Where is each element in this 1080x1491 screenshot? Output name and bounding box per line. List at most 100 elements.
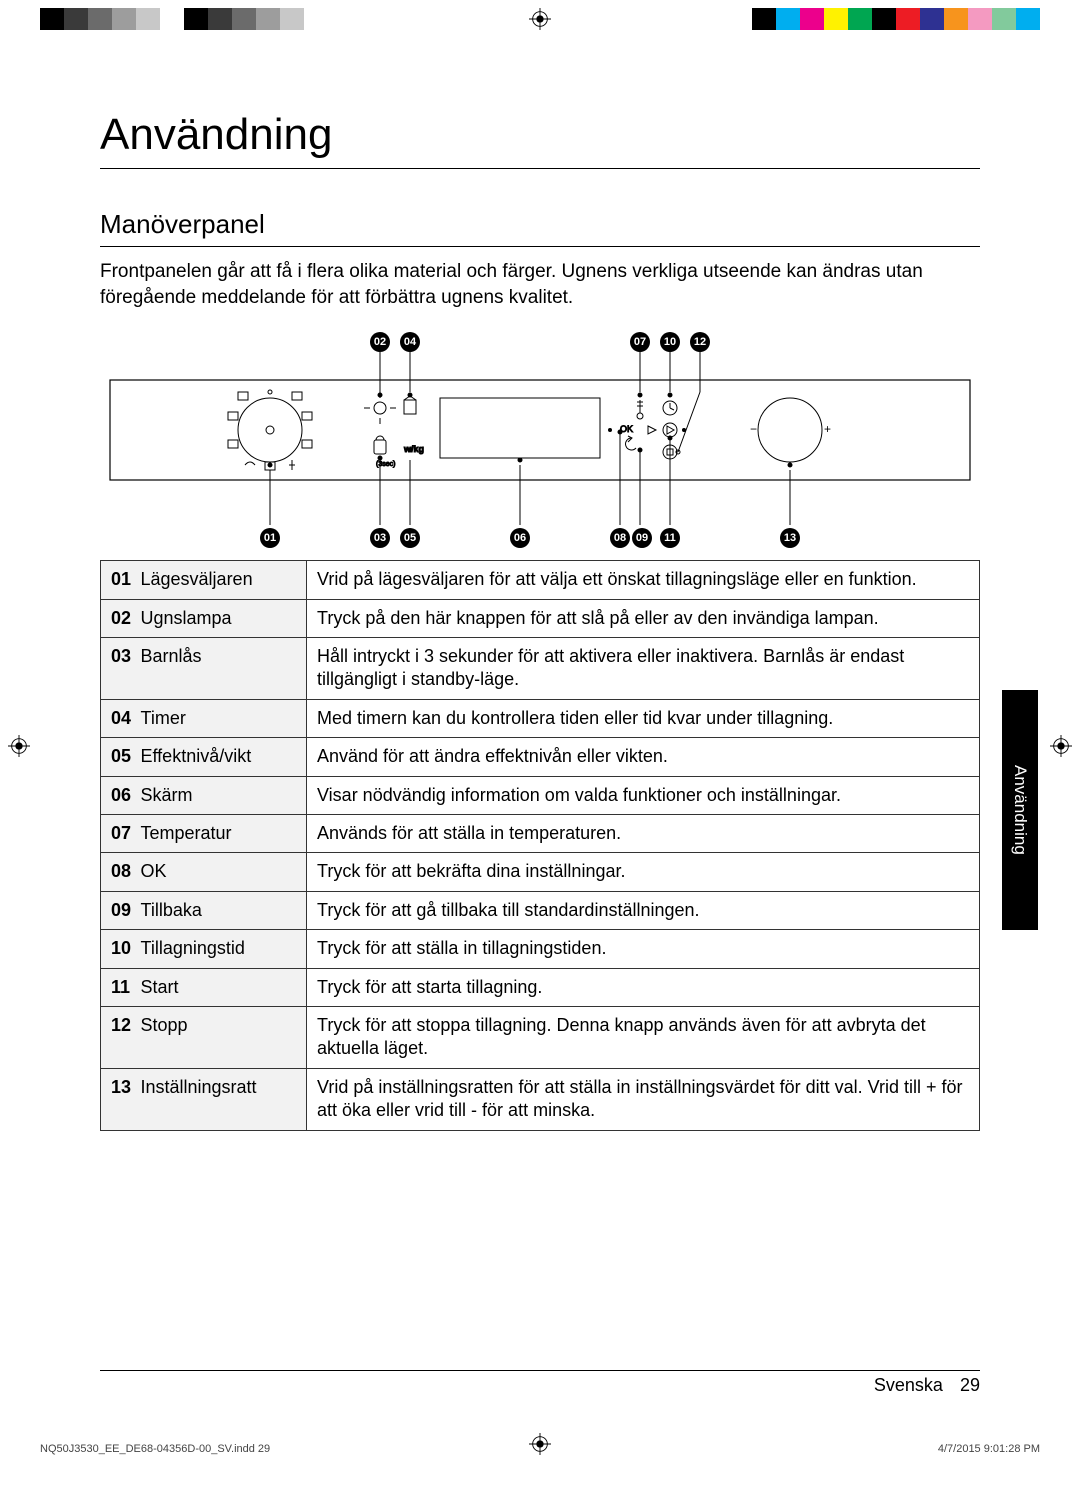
row-desc: Använd för att ändra effektnivån eller v… bbox=[307, 738, 980, 776]
row-label: Temperatur bbox=[137, 815, 307, 853]
table-row: 08OKTryck för att bekräfta dina inställn… bbox=[101, 853, 980, 891]
controls-tbody: 01LägesväljarenVrid på lägesväljaren för… bbox=[101, 561, 980, 1130]
row-label: Timer bbox=[137, 699, 307, 737]
row-desc: Tryck på den här knappen för att slå på … bbox=[307, 599, 980, 637]
svg-text:+: + bbox=[824, 422, 831, 436]
color-swatch bbox=[40, 8, 64, 30]
print-time: 4/7/2015 9:01:28 PM bbox=[938, 1443, 1040, 1455]
row-number: 10 bbox=[101, 930, 137, 968]
color-bar-left bbox=[40, 8, 328, 30]
registration-mark-icon bbox=[529, 8, 551, 30]
intro-text: Frontpanelen går att få i flera olika ma… bbox=[100, 259, 980, 310]
row-label: Tillagningstid bbox=[137, 930, 307, 968]
row-number: 11 bbox=[101, 968, 137, 1006]
row-desc: Tryck för att ställa in tillagningstiden… bbox=[307, 930, 980, 968]
row-label: Inställningsratt bbox=[137, 1068, 307, 1130]
section-heading: Manöverpanel bbox=[100, 209, 980, 240]
row-label: Tillbaka bbox=[137, 891, 307, 929]
row-desc: Visar nödvändig information om valda fun… bbox=[307, 776, 980, 814]
row-label: Stopp bbox=[137, 1006, 307, 1068]
row-desc: Tryck för att bekräfta dina inställninga… bbox=[307, 853, 980, 891]
table-row: 03BarnlåsHåll intryckt i 3 sekunder för … bbox=[101, 638, 980, 700]
page-content: Användning Manöverpanel Frontpanelen går… bbox=[100, 110, 980, 1391]
color-swatch bbox=[992, 8, 1016, 30]
color-swatch bbox=[1016, 8, 1040, 30]
row-number: 08 bbox=[101, 853, 137, 891]
section-rule bbox=[100, 246, 980, 247]
table-row: 05Effektnivå/viktAnvänd för att ändra ef… bbox=[101, 738, 980, 776]
row-number: 09 bbox=[101, 891, 137, 929]
row-number: 03 bbox=[101, 638, 137, 700]
row-desc: Håll intryckt i 3 sekunder för att aktiv… bbox=[307, 638, 980, 700]
side-tab: Användning bbox=[1002, 690, 1038, 930]
table-row: 01LägesväljarenVrid på lägesväljaren för… bbox=[101, 561, 980, 599]
color-bar-right bbox=[752, 8, 1040, 30]
color-swatch bbox=[208, 8, 232, 30]
table-row: 12StoppTryck för att stoppa tillagning. … bbox=[101, 1006, 980, 1068]
color-swatch bbox=[184, 8, 208, 30]
color-swatch bbox=[824, 8, 848, 30]
row-label: Barnlås bbox=[137, 638, 307, 700]
control-panel-figure: (3sec) w/kg OK bbox=[100, 330, 980, 550]
color-swatch bbox=[304, 8, 328, 30]
controls-table: 01LägesväljarenVrid på lägesväljaren för… bbox=[100, 560, 980, 1130]
table-row: 13InställningsrattVrid på inställningsra… bbox=[101, 1068, 980, 1130]
row-number: 06 bbox=[101, 776, 137, 814]
row-number: 01 bbox=[101, 561, 137, 599]
title-rule bbox=[100, 168, 980, 169]
color-swatch bbox=[232, 8, 256, 30]
color-swatch bbox=[88, 8, 112, 30]
footer-lang: Svenska bbox=[874, 1375, 943, 1395]
svg-text:(3sec): (3sec) bbox=[376, 461, 395, 468]
table-row: 09TillbakaTryck för att gå tillbaka till… bbox=[101, 891, 980, 929]
footer-rule bbox=[100, 1370, 980, 1371]
color-swatch bbox=[920, 8, 944, 30]
side-tab-label: Användning bbox=[1010, 765, 1030, 855]
row-number: 12 bbox=[101, 1006, 137, 1068]
table-row: 06SkärmVisar nödvändig information om va… bbox=[101, 776, 980, 814]
table-row: 10TillagningstidTryck för att ställa in … bbox=[101, 930, 980, 968]
row-desc: Vrid på inställningsratten för att ställ… bbox=[307, 1068, 980, 1130]
color-swatch bbox=[752, 8, 776, 30]
row-number: 02 bbox=[101, 599, 137, 637]
svg-text:w/kg: w/kg bbox=[403, 444, 424, 454]
color-swatch bbox=[848, 8, 872, 30]
table-row: 11StartTryck för att starta tillagning. bbox=[101, 968, 980, 1006]
row-number: 05 bbox=[101, 738, 137, 776]
table-row: 07TemperaturAnvänds för att ställa in te… bbox=[101, 815, 980, 853]
row-desc: Med timern kan du kontrollera tiden elle… bbox=[307, 699, 980, 737]
color-swatch bbox=[280, 8, 304, 30]
color-swatch bbox=[896, 8, 920, 30]
color-swatch bbox=[136, 8, 160, 30]
row-label: Skärm bbox=[137, 776, 307, 814]
row-label: OK bbox=[137, 853, 307, 891]
registration-mark-icon bbox=[8, 735, 30, 757]
row-label: Lägesväljaren bbox=[137, 561, 307, 599]
row-label: Ugnslampa bbox=[137, 599, 307, 637]
color-swatch bbox=[160, 8, 184, 30]
row-label: Effektnivå/vikt bbox=[137, 738, 307, 776]
row-desc: Tryck för att stoppa tillagning. Denna k… bbox=[307, 1006, 980, 1068]
color-swatch bbox=[776, 8, 800, 30]
row-number: 13 bbox=[101, 1068, 137, 1130]
color-swatch bbox=[64, 8, 88, 30]
footer-page: 29 bbox=[960, 1375, 980, 1395]
registration-mark-icon bbox=[529, 1433, 551, 1455]
row-desc: Vrid på lägesväljaren för att välja ett … bbox=[307, 561, 980, 599]
svg-text:−: − bbox=[750, 422, 757, 436]
color-swatch bbox=[872, 8, 896, 30]
table-row: 04TimerMed timern kan du kontrollera tid… bbox=[101, 699, 980, 737]
color-swatch bbox=[112, 8, 136, 30]
color-swatch bbox=[944, 8, 968, 30]
page-title: Användning bbox=[100, 110, 980, 160]
footer-text: Svenska 29 bbox=[874, 1375, 980, 1396]
row-label: Start bbox=[137, 968, 307, 1006]
registration-mark-icon bbox=[1050, 735, 1072, 757]
row-desc: Används för att ställa in temperaturen. bbox=[307, 815, 980, 853]
color-swatch bbox=[256, 8, 280, 30]
print-file: NQ50J3530_EE_DE68-04356D-00_SV.indd 29 bbox=[40, 1443, 270, 1455]
color-swatch bbox=[968, 8, 992, 30]
row-number: 07 bbox=[101, 815, 137, 853]
row-number: 04 bbox=[101, 699, 137, 737]
row-desc: Tryck för att starta tillagning. bbox=[307, 968, 980, 1006]
